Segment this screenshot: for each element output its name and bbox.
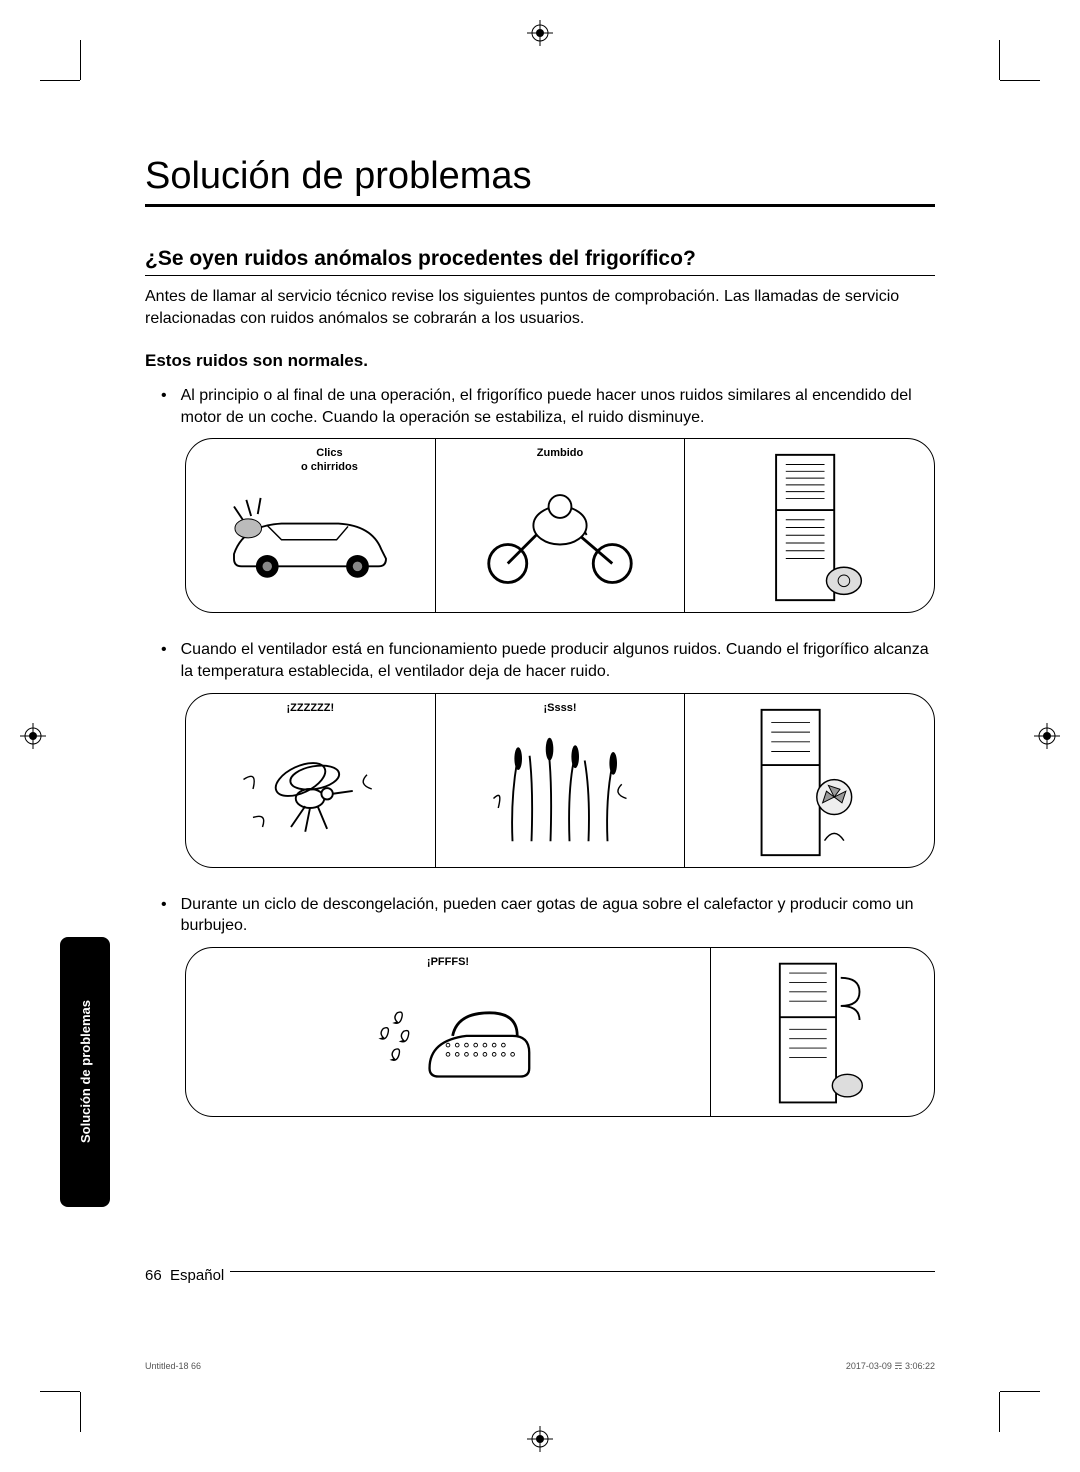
bullet-item: • Cuando el ventilador está en funcionam… <box>145 639 935 682</box>
crop-mark <box>40 80 80 81</box>
crop-mark <box>80 40 81 80</box>
bullet-item: • Al principio o al final de una operaci… <box>145 385 935 428</box>
car-illustration-icon <box>200 465 421 604</box>
section-tab-label: Solución de problemas <box>78 1000 93 1143</box>
fridge-illustration-icon <box>699 450 920 605</box>
page-title: Solución de problemas <box>145 155 935 207</box>
meta-timestamp: 2017-03-09 ☴ 3:06:22 <box>846 1361 935 1372</box>
bullet-icon: • <box>161 639 167 682</box>
fridge-fan-illustration-icon <box>699 705 920 860</box>
footer-rule <box>145 1271 935 1272</box>
registration-mark-icon <box>20 723 46 749</box>
figure-panel-motorcycle: Zumbido <box>435 439 685 612</box>
bullet-icon: • <box>161 385 167 428</box>
bullet-text: Cuando el ventilador está en funcionamie… <box>181 639 935 682</box>
crop-mark <box>80 1392 81 1432</box>
iron-illustration-icon <box>211 974 686 1108</box>
section-heading: ¿Se oyen ruidos anómalos procedentes del… <box>145 247 935 276</box>
crop-mark <box>1000 80 1040 81</box>
bullet-text: Durante un ciclo de descongelación, pued… <box>181 894 935 937</box>
figure-panel-fridge <box>684 439 934 612</box>
page-content: Solución de problemas Solución de proble… <box>85 80 995 1392</box>
crop-mark <box>999 1392 1000 1432</box>
registration-mark-icon <box>527 1426 553 1452</box>
figure-panel-reeds: ¡Ssss! <box>435 694 685 867</box>
crop-mark <box>1000 1391 1040 1392</box>
panel-label: ¡PFFFS! <box>427 956 469 969</box>
figure-panel-iron: ¡PFFFS! <box>186 948 710 1116</box>
panel-label: ¡ZZZZZZ! <box>287 702 335 715</box>
figure-panel-fridge <box>710 948 934 1116</box>
panel-label: Zumbido <box>537 447 583 460</box>
figure-row-1: Clics o chirridos Zumbido <box>185 438 935 613</box>
fridge-heater-illustration-icon <box>724 959 922 1109</box>
figure-row-3: ¡PFFFS! <box>185 947 935 1117</box>
crop-mark <box>40 1391 80 1392</box>
section-tab: Solución de problemas <box>60 937 110 1207</box>
registration-mark-icon <box>527 20 553 46</box>
figure-row-2: ¡ZZZZZZ! ¡Ssss! <box>185 693 935 868</box>
motorcycle-illustration-icon <box>449 465 670 604</box>
crop-mark <box>999 40 1000 80</box>
intro-paragraph: Antes de llamar al servicio técnico revi… <box>145 286 935 329</box>
registration-mark-icon <box>1034 723 1060 749</box>
figure-panel-car: Clics o chirridos <box>186 439 435 612</box>
bullet-icon: • <box>161 894 167 937</box>
figure-panel-mosquito: ¡ZZZZZZ! <box>186 694 435 867</box>
reeds-illustration-icon <box>449 720 670 859</box>
page-number-value: 66 <box>145 1267 162 1284</box>
figure-panel-fridge <box>684 694 934 867</box>
panel-label: ¡Ssss! <box>543 702 576 715</box>
meta-filename: Untitled-18 66 <box>145 1361 201 1372</box>
bullet-text: Al principio o al final de una operación… <box>181 385 935 428</box>
page-number: 66 Español <box>145 1267 230 1284</box>
subsection-heading: Estos ruidos son normales. <box>145 351 935 371</box>
panel-label: Clics o chirridos <box>301 447 358 473</box>
print-metadata: Untitled-18 66 2017-03-09 ☴ 3:06:22 <box>145 1361 935 1372</box>
bullet-item: • Durante un ciclo de descongelación, pu… <box>145 894 935 937</box>
page-language: Español <box>170 1267 224 1284</box>
mosquito-illustration-icon <box>200 720 421 859</box>
